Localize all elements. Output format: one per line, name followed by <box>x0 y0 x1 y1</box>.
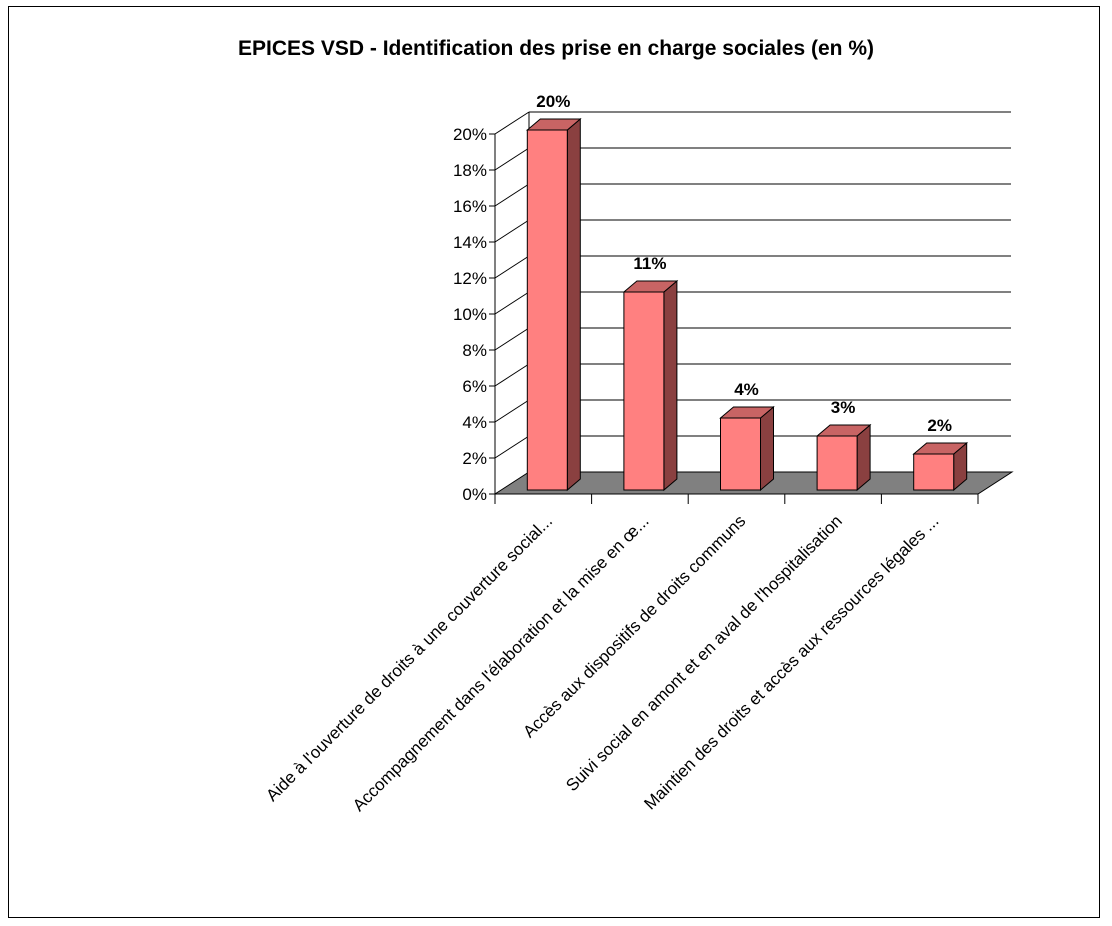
bar-front <box>526 129 568 491</box>
data-label: 4% <box>734 380 759 399</box>
bar-front <box>913 453 955 491</box>
gridline-diagonal <box>494 291 530 315</box>
bar-front <box>720 417 761 491</box>
bar-front <box>816 435 858 491</box>
bar-side <box>566 117 581 492</box>
gridline-diagonal <box>494 183 530 207</box>
y-tick-label: 8% <box>462 341 487 360</box>
gridline-diagonal <box>494 327 530 351</box>
bar-2 <box>622 279 679 492</box>
y-tick-label: 6% <box>462 377 487 396</box>
gridlines <box>494 111 1011 459</box>
y-tick-label: 20% <box>453 125 487 144</box>
category-label: Accès aux dispositifs de droits communs <box>519 511 749 741</box>
y-tick-label: 2% <box>462 449 487 468</box>
data-label: 2% <box>927 416 952 435</box>
bar-3 <box>719 405 775 492</box>
y-tick-label: 4% <box>462 413 487 432</box>
bar-4 <box>815 423 872 492</box>
bar-front <box>623 291 665 491</box>
gridline-diagonal <box>494 363 530 387</box>
gridline-diagonal <box>494 435 530 459</box>
gridline-diagonal <box>494 255 530 279</box>
data-labels: 20% 11% 4% 3% 2% <box>536 92 952 435</box>
y-axis: 0% 2% 4% 6% 8% 10% 12% 14% 16% 18% 20% <box>453 125 496 504</box>
bar-5 <box>912 441 969 492</box>
y-tick-label: 10% <box>453 305 487 324</box>
gridline-diagonal <box>494 147 530 171</box>
data-label: 20% <box>536 92 570 111</box>
bars <box>525 117 969 492</box>
y-tick-label: 18% <box>453 161 487 180</box>
x-axis <box>494 493 979 504</box>
gridline-diagonal <box>494 399 530 423</box>
chart-title: EPICES VSD - Identification des prise en… <box>238 37 874 60</box>
y-tick-label: 0% <box>462 485 487 504</box>
category-labels: Aide à l'ouverture de droits à une couve… <box>262 511 942 815</box>
bar-1 <box>525 117 582 492</box>
gridline-diagonal <box>494 219 530 243</box>
y-tick-label: 12% <box>453 269 487 288</box>
y-tick-label: 14% <box>453 233 487 252</box>
y-tick-label: 16% <box>453 197 487 216</box>
data-label: 11% <box>633 254 666 273</box>
data-label: 3% <box>831 398 856 417</box>
bar-side <box>663 279 678 492</box>
gridline-diagonal <box>494 111 530 135</box>
bar-side <box>760 405 774 492</box>
